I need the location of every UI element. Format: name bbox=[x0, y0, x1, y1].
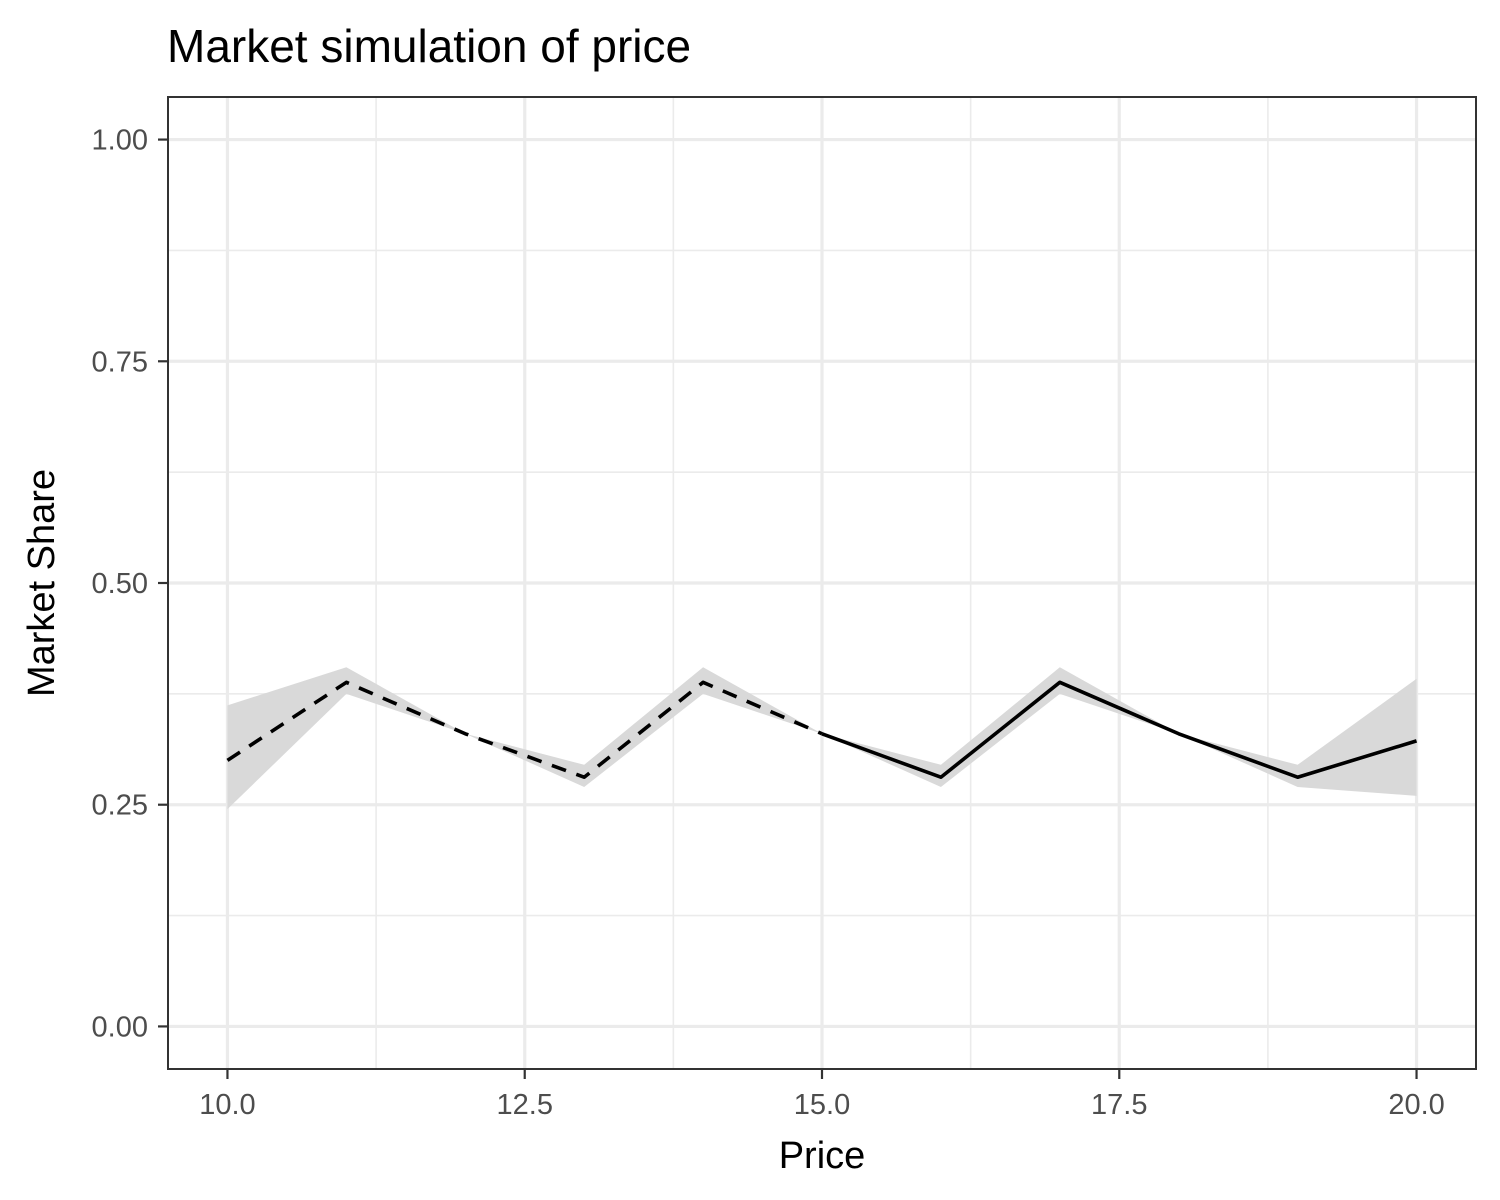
grid bbox=[168, 97, 1476, 1069]
x-tick-label: 15.0 bbox=[794, 1089, 850, 1121]
y-tick-label: 0.25 bbox=[92, 790, 148, 822]
x-tick-label: 10.0 bbox=[199, 1089, 255, 1121]
chart-title: Market simulation of price bbox=[167, 20, 691, 72]
confidence-ribbon-group bbox=[227, 667, 1417, 810]
x-tick-label: 12.5 bbox=[497, 1089, 553, 1121]
x-axis: 10.0 12.5 15.0 17.5 20.0 bbox=[199, 1069, 1445, 1121]
series-line-solid bbox=[821, 680, 1418, 780]
x-tick-label: 17.5 bbox=[1091, 1089, 1147, 1121]
x-tick-label: 20.0 bbox=[1388, 1089, 1444, 1121]
y-axis-label: Market Share bbox=[21, 469, 63, 697]
series-group bbox=[226, 680, 1418, 780]
y-tick-label: 0.50 bbox=[92, 568, 148, 600]
y-tick-label: 1.00 bbox=[92, 125, 148, 157]
series-line-dashed bbox=[226, 680, 823, 780]
confidence-ribbon bbox=[227, 667, 1417, 810]
y-tick-label: 0.00 bbox=[92, 1011, 148, 1043]
y-tick-label: 0.75 bbox=[92, 346, 148, 378]
x-axis-label: Price bbox=[779, 1135, 866, 1177]
y-axis: 0.00 0.25 0.50 0.75 1.00 bbox=[92, 125, 168, 1043]
